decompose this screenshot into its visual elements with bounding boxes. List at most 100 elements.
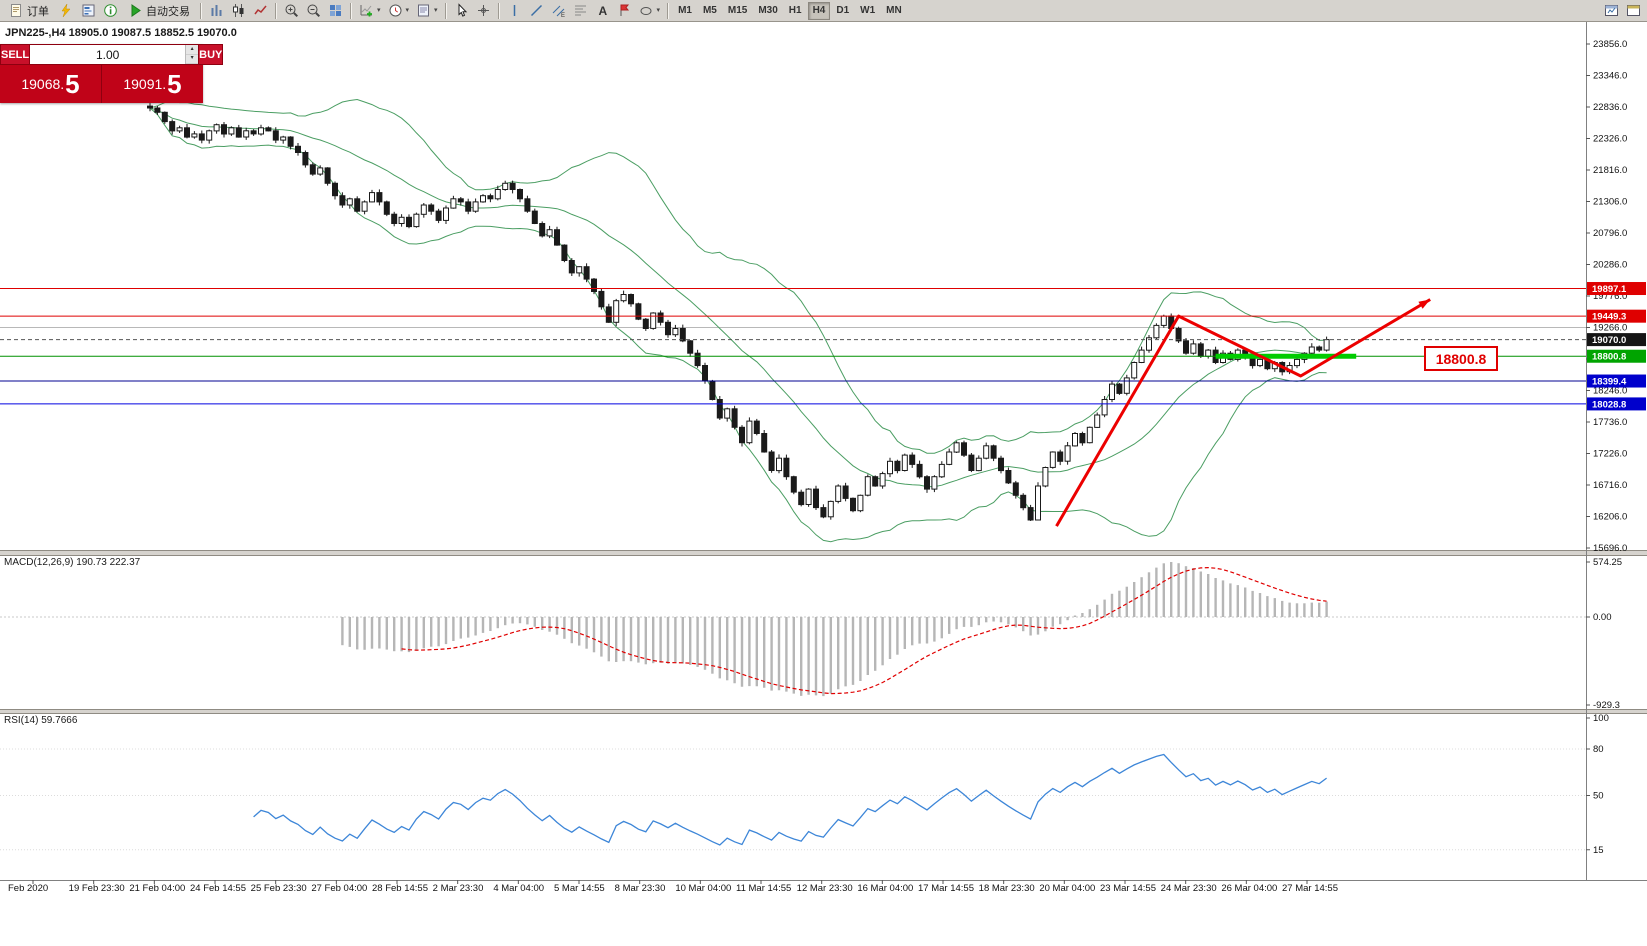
time-axis-label: 24 Feb 14:55 bbox=[190, 883, 246, 894]
price-tag-label: 18800.8 bbox=[1592, 352, 1626, 363]
time-axis-label: 5 Mar 14:55 bbox=[554, 883, 605, 894]
price-tag bbox=[1587, 309, 1646, 323]
price-axis-label: 19266.0 bbox=[1593, 323, 1627, 334]
market-depth-button[interactable] bbox=[78, 2, 99, 20]
trendline-button[interactable] bbox=[526, 2, 547, 20]
toolbar-separator bbox=[497, 2, 500, 19]
new-order-button[interactable]: 订单 bbox=[3, 2, 55, 20]
volume-input[interactable] bbox=[30, 45, 186, 64]
cursor-icon bbox=[458, 3, 467, 17]
pane-splitter[interactable] bbox=[0, 550, 1647, 556]
price-axis-label: 20796.0 bbox=[1593, 228, 1627, 239]
candles-layer bbox=[147, 103, 1330, 521]
sell-price[interactable]: 19068. 5 bbox=[0, 65, 101, 103]
candlestick-button[interactable] bbox=[228, 2, 249, 20]
buy-price-pip: 5 bbox=[167, 69, 182, 99]
buy-button[interactable]: BUY bbox=[198, 44, 224, 65]
price-axis-label: 16206.0 bbox=[1593, 512, 1627, 523]
timeframe-h1[interactable]: H1 bbox=[788, 5, 802, 16]
price-tag-label: 19070.0 bbox=[1592, 335, 1626, 346]
text-tool-button[interactable]: A bbox=[592, 2, 613, 20]
quick-trade-button[interactable] bbox=[56, 2, 77, 20]
fibonacci-button[interactable] bbox=[570, 2, 591, 20]
time-axis-label: 24 Mar 23:30 bbox=[1161, 883, 1217, 894]
crosshair-button[interactable] bbox=[473, 2, 494, 20]
chart-canvas[interactable]: 23856.0 23346.0 22836.0 22326.0 21816.0 21306… bbox=[0, 22, 1647, 946]
new-order-icon bbox=[11, 4, 21, 17]
equidistant-channel-button[interactable]: E bbox=[548, 2, 569, 20]
macd-signal-line bbox=[401, 566, 1327, 695]
info-icon bbox=[104, 4, 117, 17]
time-axis-label: 20 Mar 04:00 bbox=[1039, 883, 1095, 894]
autotrade-button[interactable]: 自动交易 bbox=[122, 2, 196, 20]
buy-price-int: 19091. bbox=[123, 76, 167, 92]
trend-arrow[interactable] bbox=[1055, 298, 1431, 527]
periods-button[interactable]: ▾ bbox=[385, 2, 413, 20]
volume-down-button[interactable]: ▾ bbox=[186, 54, 199, 64]
chart-title: JPN225-,H4 18905.0 19087.5 18852.5 19070… bbox=[5, 27, 237, 39]
timeframe-w1[interactable]: W1 bbox=[860, 5, 876, 16]
time-axis-label: 17 Mar 14:55 bbox=[918, 883, 974, 894]
zoom-out-button[interactable] bbox=[303, 2, 324, 20]
timeframe-d1[interactable]: D1 bbox=[836, 5, 850, 16]
price-axis-label: 17226.0 bbox=[1593, 449, 1627, 460]
indicators-button[interactable]: ▾ bbox=[356, 2, 384, 20]
toolbar-separator bbox=[200, 2, 202, 19]
price-tag bbox=[1587, 349, 1646, 363]
bollinger-upper-band bbox=[149, 98, 1327, 454]
label-tool-button[interactable] bbox=[614, 2, 635, 20]
one-click-trading-panel: SELL ▴ ▾ BUY 19068.5 19091.5 bbox=[0, 44, 224, 103]
new-chart-button[interactable] bbox=[1601, 2, 1622, 20]
time-axis-label: 27 Feb 04:00 bbox=[311, 883, 367, 894]
macd-indicator-label: MACD(12,26,9) 190.73 222.37 bbox=[4, 557, 141, 568]
tile-windows-button[interactable] bbox=[325, 2, 346, 20]
timeframe-mn[interactable]: MN bbox=[886, 5, 902, 16]
price-axis-label: 21816.0 bbox=[1593, 165, 1627, 176]
rsi-axis-label: 80 bbox=[1593, 744, 1604, 755]
main-chart-pane[interactable] bbox=[0, 98, 1586, 543]
volume-up-button[interactable]: ▴ bbox=[186, 45, 199, 55]
chevron-down-icon: ▾ bbox=[656, 7, 661, 14]
price-tag-label: 19897.1 bbox=[1592, 284, 1627, 295]
vertical-line-button[interactable] bbox=[504, 2, 525, 20]
price-callout[interactable]: 18800.8 bbox=[1424, 346, 1498, 371]
pane-splitter[interactable] bbox=[0, 709, 1647, 714]
line-chart-button[interactable] bbox=[250, 2, 271, 20]
timeframe-m5[interactable]: M5 bbox=[702, 5, 717, 16]
time-axis-label: 27 Mar 14:55 bbox=[1282, 883, 1338, 894]
shapes-button[interactable]: ▾ bbox=[636, 2, 664, 20]
chevron-down-icon: ▾ bbox=[377, 7, 381, 14]
toolbar-separator bbox=[667, 2, 670, 19]
info-button[interactable] bbox=[100, 2, 121, 20]
bar-chart-button[interactable] bbox=[206, 2, 227, 20]
tile-windows-icon bbox=[330, 5, 341, 16]
timeframe-m1[interactable]: M1 bbox=[678, 5, 692, 16]
templates-button[interactable]: ▾ bbox=[413, 2, 441, 20]
rsi-line bbox=[253, 753, 1327, 846]
fibonacci-icon bbox=[574, 5, 586, 16]
timeframe-h4[interactable]: H4 bbox=[807, 1, 831, 20]
flash-icon bbox=[61, 3, 71, 18]
time-axis-label: 10 Mar 04:00 bbox=[675, 883, 731, 894]
sell-button[interactable]: SELL bbox=[0, 44, 31, 65]
time-axis-label: 28 Feb 14:55 bbox=[372, 883, 428, 894]
cursor-button[interactable] bbox=[451, 2, 472, 20]
timeframe-m30[interactable]: M30 bbox=[758, 5, 778, 16]
bar-chart-icon bbox=[211, 5, 222, 16]
macd-histogram bbox=[341, 562, 1328, 697]
sell-price-pip: 5 bbox=[65, 69, 80, 99]
macd-pane[interactable] bbox=[0, 562, 1586, 697]
timeframe-m15[interactable]: M15 bbox=[727, 5, 748, 16]
price-tag bbox=[1587, 282, 1646, 296]
rsi-indicator-label: RSI(14) 59.7666 bbox=[4, 715, 78, 726]
zoom-in-icon bbox=[285, 4, 299, 18]
time-axis-label: 25 Feb 23:30 bbox=[251, 883, 307, 894]
toolbar-separator bbox=[350, 2, 352, 19]
rsi-pane[interactable] bbox=[0, 748, 1586, 851]
time-axis-label: 23 Mar 14:55 bbox=[1100, 883, 1156, 894]
bollinger-middle-band bbox=[149, 107, 1327, 488]
buy-price[interactable]: 19091. 5 bbox=[101, 65, 203, 103]
zoom-in-button[interactable] bbox=[281, 2, 302, 20]
window-layout-button[interactable] bbox=[1623, 2, 1644, 20]
time-axis-label: 8 Mar 23:30 bbox=[615, 883, 666, 894]
